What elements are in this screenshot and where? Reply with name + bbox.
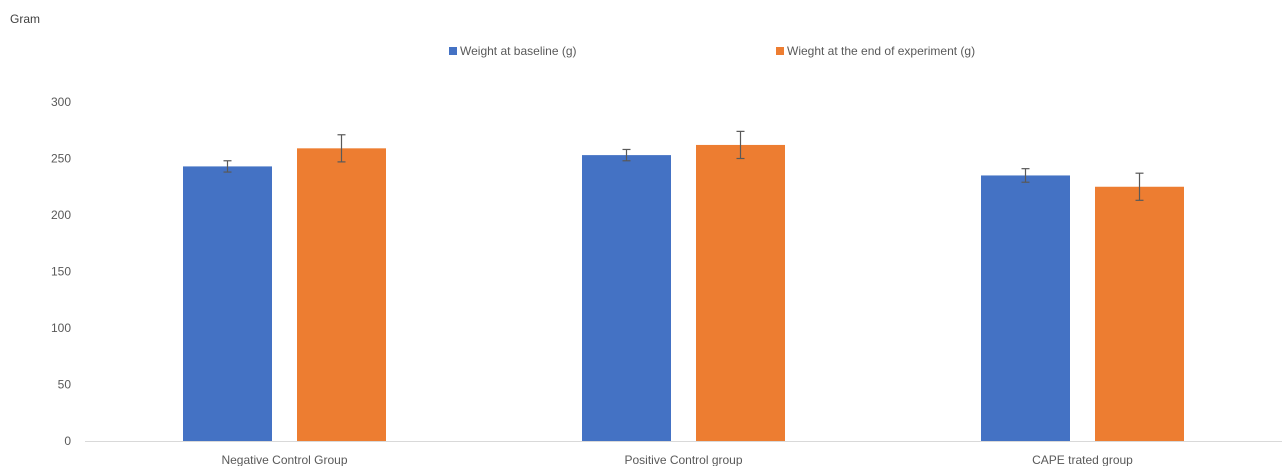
y-axis-ticks: 0 50 100 150 200 250 300 [51,95,71,448]
bar-baseline-1 [183,166,272,441]
error-bar-end-3 [1135,172,1144,201]
legend-swatch [449,47,457,55]
error-bars [223,130,1144,201]
legend-label: Weight at baseline (g) [460,44,577,58]
y-tick-label: 50 [58,378,72,392]
bar-baseline-2 [582,155,671,442]
legend: Weight at baseline (g) Wieght at the end … [449,44,975,58]
y-tick-label: 300 [51,95,71,109]
category-label: Negative Control Group [221,453,347,466]
y-axis-label: Gram [10,12,40,26]
y-tick-label: 200 [51,208,71,222]
error-bar-baseline-1 [223,160,232,173]
error-bar-end-2 [736,130,745,160]
y-tick-label: 250 [51,152,71,166]
bar-end-2 [696,144,785,441]
bar-end-1 [297,148,386,441]
bars [183,144,1184,442]
y-tick-label: 100 [51,321,71,335]
category-label: CAPE trated group [1032,453,1133,466]
category-label: Positive Control group [624,453,742,466]
error-bar-baseline-3 [1021,168,1030,183]
bar-end-3 [1095,186,1184,441]
error-bar-baseline-2 [622,148,631,162]
y-tick-label: 0 [64,434,71,448]
category-labels: Negative Control Group Positive Control g… [221,453,1133,466]
error-bar-end-1 [337,134,346,163]
bar-baseline-3 [981,175,1070,441]
legend-label: Wieght at the end of experiment (g) [787,44,975,58]
y-tick-label: 150 [51,265,71,279]
legend-swatch [776,47,784,55]
